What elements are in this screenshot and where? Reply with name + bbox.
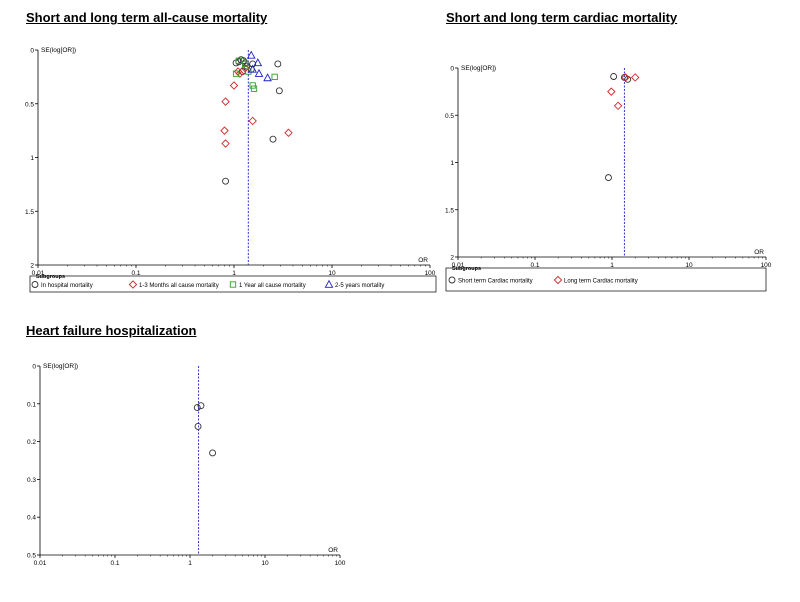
chart2-x-tick-label: 100 xyxy=(761,262,772,269)
chart3-y-tick-label: 0 xyxy=(32,364,36,371)
chart1-x-tick-label: 100 xyxy=(425,270,436,277)
chart1-series1-point xyxy=(275,87,283,95)
chart1-series2-point xyxy=(221,97,230,106)
chart2-x-tick-label: 0.1 xyxy=(530,262,539,269)
chart2-y-tick-label: 2 xyxy=(450,255,454,262)
chart3-x-tick-label: 0.1 xyxy=(110,560,119,567)
chart2-legend-box xyxy=(445,267,767,292)
chart1-series2-point xyxy=(229,81,239,90)
chart2-y-tick-label: 0.5 xyxy=(445,113,454,120)
chart1-series3-point xyxy=(245,68,252,75)
chart1-y-tick-label: 1.5 xyxy=(25,209,34,216)
chart2-legend-title: Subgroups xyxy=(452,266,481,272)
chart2-x-axis-label: OR xyxy=(754,249,764,256)
chart1-series2-point xyxy=(220,126,229,135)
chart1-legend-label: In hospital mortality xyxy=(41,283,93,289)
chart1-x-tick-label: 1 xyxy=(232,270,236,277)
chart3-y-axis-label: SE(log[OR]) xyxy=(43,363,78,370)
chart1-series1-point xyxy=(222,177,230,185)
chart1-legend-title: Subgroups xyxy=(36,274,65,280)
chart2-series1-point xyxy=(605,174,612,182)
chart2-x-tick-label: 10 xyxy=(685,262,693,269)
chart2-y-tick-label: 0 xyxy=(450,66,454,73)
chart2-legend-marker xyxy=(448,276,456,284)
chart1-series1-point xyxy=(240,57,247,65)
chart2-series2-point xyxy=(630,73,640,82)
chart3-y-tick-label: 0.1 xyxy=(27,401,36,408)
chart1-legend-marker xyxy=(31,281,39,288)
chart-title-cardiac: Short and long term cardiac mortality xyxy=(446,10,678,25)
chart3-y-tick-label: 0.4 xyxy=(27,515,36,522)
chart1-series4-point xyxy=(248,64,258,73)
chart2-series2-point xyxy=(607,87,616,96)
chart3-series1-point xyxy=(194,423,202,430)
chart2-series2-point xyxy=(621,73,630,82)
chart2-series1-point xyxy=(610,73,618,80)
chart1-series4-point xyxy=(253,58,263,67)
chart3-x-axis-label: OR xyxy=(328,547,338,554)
chart2-x-tick-label: 1 xyxy=(610,262,614,269)
chart1-series3-point xyxy=(249,82,256,89)
chart1-series3-point xyxy=(242,60,249,68)
chart1-series3-point xyxy=(232,70,240,77)
chart1-series2-point xyxy=(284,128,293,138)
chart1-y-tick-label: 0 xyxy=(30,48,34,55)
chart1-y-tick-label: 1 xyxy=(30,155,34,162)
chart3-series1-point xyxy=(209,449,217,457)
chart2-y-tick-label: 1.5 xyxy=(445,207,454,214)
chart3-series1-point xyxy=(197,402,205,410)
chart1-series4-point xyxy=(254,68,264,77)
chart3-series1-point xyxy=(193,404,201,412)
chart1-series3-point xyxy=(250,85,258,92)
chart1-legend-marker xyxy=(324,279,334,288)
chart3-y-tick-label: 0.5 xyxy=(27,553,36,560)
chart1-x-tick-label: 0.1 xyxy=(131,270,140,277)
chart2-x-tick-label: 0.01 xyxy=(452,262,465,269)
chart1-series2-point xyxy=(235,69,245,78)
chart1-series1-point xyxy=(269,135,277,143)
chart2-legend-label: Long term Cardiac mortality xyxy=(564,279,638,285)
chart1-legend-marker xyxy=(229,281,237,288)
chart1-legend-label: 1 Year all cause mortality xyxy=(239,283,306,289)
chart1-y-tick-label: 0.5 xyxy=(25,101,34,108)
chart3-y-tick-label: 0.2 xyxy=(27,439,36,446)
chart1-legend-marker xyxy=(128,280,138,289)
chart3-x-tick-label: 1 xyxy=(188,560,192,567)
chart2-y-tick-label: 1 xyxy=(450,160,454,167)
chart1-x-tick-label: 10 xyxy=(328,270,336,277)
chart3-y-tick-label: 0.3 xyxy=(27,477,36,484)
chart1-y-tick-label: 2 xyxy=(30,263,34,270)
chart1-series2-point xyxy=(221,139,230,148)
chart1-legend-label: 1-3 Months all cause mortality xyxy=(139,283,219,289)
chart1-series3-point xyxy=(235,57,242,64)
chart1-y-axis-label: SE(log[OR]) xyxy=(41,47,76,54)
chart1-legend-label: 2-5 years mortality xyxy=(335,283,384,289)
chart2-legend-label: Short term Cardiac mortality xyxy=(458,279,533,285)
chart-title-all-cause: Short and long term all-cause mortality xyxy=(26,10,268,25)
chart1-series4-point xyxy=(263,73,272,82)
chart1-x-axis-label: OR xyxy=(418,257,428,264)
chart2-y-axis-label: SE(log[OR]) xyxy=(461,65,496,72)
chart1-series1-point xyxy=(274,60,282,68)
chart2-legend-marker xyxy=(553,275,563,285)
chart3-x-tick-label: 0.01 xyxy=(34,560,47,567)
chart3-x-tick-label: 10 xyxy=(261,560,269,567)
chart3-x-tick-label: 100 xyxy=(335,560,346,567)
chart1-x-tick-label: 0.01 xyxy=(32,270,45,277)
chart1-series4-point xyxy=(246,50,256,59)
chart1-legend-box xyxy=(29,275,437,293)
chart2-series2-point xyxy=(613,101,623,111)
chart1-series2-point xyxy=(248,116,257,126)
chart-title-heart-failure: Heart failure hospitalization xyxy=(26,323,197,338)
chart1-series3-point xyxy=(271,73,278,81)
